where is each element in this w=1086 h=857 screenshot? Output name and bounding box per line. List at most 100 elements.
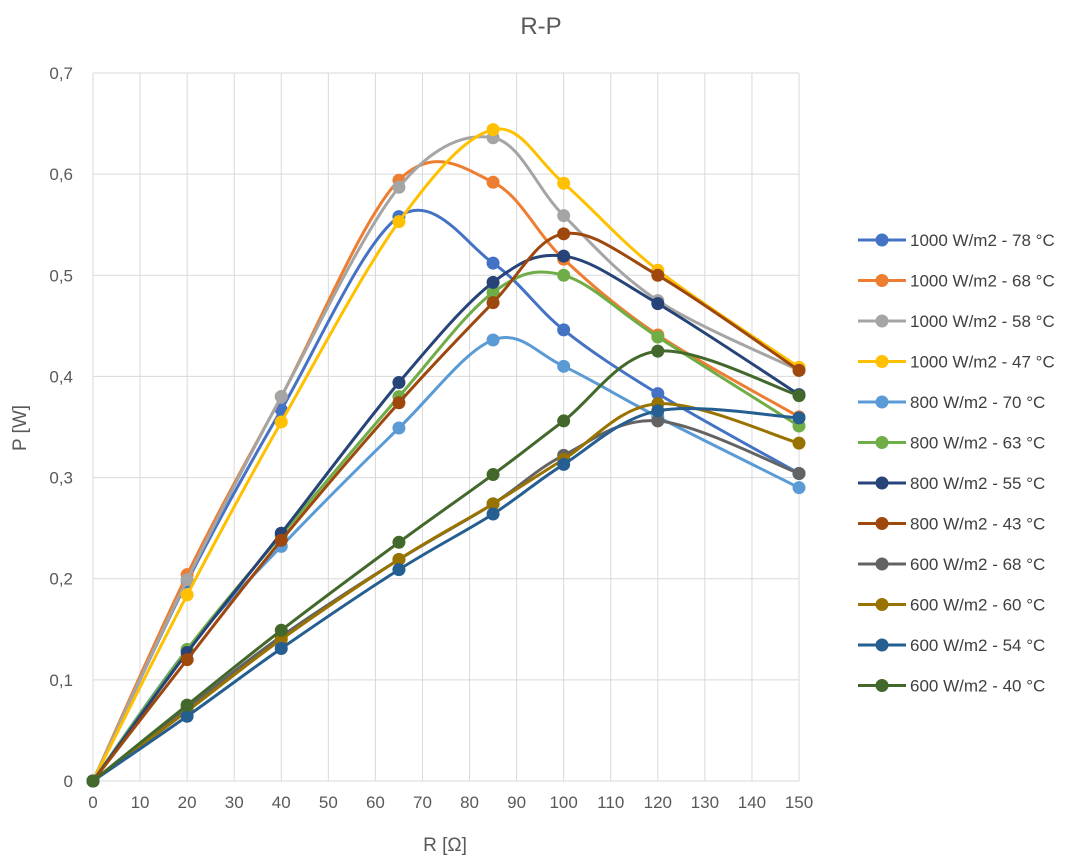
y-tick-label: 0,6 xyxy=(49,165,73,184)
data-point xyxy=(792,467,806,481)
data-point xyxy=(180,698,194,712)
legend: 1000 W/m2 - 78 °C 1000 W/m2 - 68 °C 1000 W… xyxy=(858,231,1055,696)
legend-marker xyxy=(875,679,889,692)
data-point xyxy=(180,588,194,602)
data-point xyxy=(392,396,406,410)
legend-item: 1000 W/m2 - 78 °C xyxy=(858,231,1055,250)
x-tick-label: 40 xyxy=(272,793,291,812)
data-point xyxy=(486,175,500,189)
data-point xyxy=(274,632,288,646)
legend-item: 800 W/m2 - 43 °C xyxy=(858,515,1045,534)
y-tick-label: 0,4 xyxy=(49,367,73,386)
data-point xyxy=(557,414,571,428)
x-tick-label: 50 xyxy=(319,793,338,812)
data-point xyxy=(557,249,571,263)
data-point xyxy=(792,389,806,403)
legend-marker xyxy=(875,638,889,652)
grid xyxy=(92,72,800,782)
x-tick-label: 100 xyxy=(549,793,577,812)
x-tick-label: 20 xyxy=(178,793,197,812)
y-axis-title: P [W] xyxy=(10,405,31,451)
legend-item: 1000 W/m2 - 68 °C xyxy=(858,272,1055,291)
data-point xyxy=(392,375,406,389)
x-tick-label: 80 xyxy=(460,793,479,812)
series-line xyxy=(91,419,801,783)
legend-item: 600 W/m2 - 54 °C xyxy=(858,636,1045,655)
legend-label: 1000 W/m2 - 78 °C xyxy=(910,231,1055,250)
series-9 xyxy=(86,414,806,788)
legend-item: 600 W/m2 - 60 °C xyxy=(858,596,1045,615)
x-tick-label: 10 xyxy=(131,793,150,812)
data-point xyxy=(486,468,500,482)
data-point xyxy=(180,653,194,667)
legend-label: 1000 W/m2 - 58 °C xyxy=(910,312,1055,331)
legend-marker xyxy=(875,233,889,247)
series-line xyxy=(91,160,801,783)
y-tick-label: 0 xyxy=(64,772,73,791)
data-point xyxy=(792,411,806,425)
x-axis-ticks: 0 10 20 30 40 50 60 70 80 90 100 110 120 130 140 150 xyxy=(88,793,813,812)
x-tick-label: 150 xyxy=(785,793,813,812)
legend-marker xyxy=(875,314,889,328)
legend-label: 800 W/m2 - 63 °C xyxy=(910,434,1045,453)
chart-title: R-P xyxy=(520,13,561,40)
plot-area xyxy=(86,123,806,788)
y-tick-label: 0,1 xyxy=(49,671,73,690)
legend-marker xyxy=(875,557,889,571)
legend-label: 800 W/m2 - 70 °C xyxy=(910,393,1045,412)
data-point xyxy=(180,709,194,723)
legend-item: 800 W/m2 - 70 °C xyxy=(858,393,1045,412)
data-point xyxy=(651,344,665,358)
data-point xyxy=(392,215,406,229)
legend-marker xyxy=(875,395,889,409)
legend-label: 600 W/m2 - 60 °C xyxy=(910,596,1045,615)
data-point xyxy=(274,390,288,404)
x-tick-label: 90 xyxy=(507,793,526,812)
x-tick-label: 70 xyxy=(413,793,432,812)
x-tick-label: 110 xyxy=(597,793,624,812)
data-point xyxy=(486,497,500,511)
data-point xyxy=(274,623,288,637)
x-tick-label: 0 xyxy=(88,793,97,812)
data-point xyxy=(486,285,500,299)
legend-label: 600 W/m2 - 68 °C xyxy=(910,555,1045,574)
legend-item: 600 W/m2 - 68 °C xyxy=(858,555,1045,574)
data-point xyxy=(557,176,571,190)
data-point xyxy=(486,296,500,310)
legend-label: 600 W/m2 - 40 °C xyxy=(910,677,1045,696)
legend-marker xyxy=(875,476,889,490)
data-point xyxy=(651,404,665,418)
data-point xyxy=(557,457,571,471)
data-point xyxy=(557,268,571,282)
legend-label: 1000 W/m2 - 68 °C xyxy=(910,272,1055,291)
x-tick-label: 30 xyxy=(225,793,244,812)
y-tick-label: 0,7 xyxy=(49,64,73,83)
series-line xyxy=(91,402,801,783)
legend-item: 600 W/m2 - 40 °C xyxy=(858,677,1045,696)
data-point xyxy=(274,415,288,429)
series-line xyxy=(91,135,801,783)
data-point xyxy=(486,275,500,289)
legend-marker xyxy=(875,355,889,368)
series-12 xyxy=(86,344,806,788)
y-tick-label: 0,2 xyxy=(49,570,73,589)
legend-item: 800 W/m2 - 55 °C xyxy=(858,474,1045,493)
data-point xyxy=(486,123,500,137)
x-axis-title: R [Ω] xyxy=(423,835,467,856)
legend-marker xyxy=(875,436,889,449)
data-point xyxy=(180,573,194,587)
legend-label: 1000 W/m2 - 47 °C xyxy=(910,353,1055,372)
data-point xyxy=(651,297,665,311)
data-point xyxy=(392,563,406,577)
data-point xyxy=(486,507,500,521)
data-point xyxy=(557,323,571,337)
data-point xyxy=(392,180,406,194)
data-point xyxy=(557,227,571,241)
legend-marker xyxy=(875,598,889,611)
y-tick-label: 0,5 xyxy=(49,266,73,285)
legend-label: 800 W/m2 - 55 °C xyxy=(910,474,1045,493)
legend-marker xyxy=(875,274,889,287)
data-point xyxy=(557,209,571,223)
legend-item: 800 W/m2 - 63 °C xyxy=(858,434,1045,453)
data-point xyxy=(392,535,406,549)
